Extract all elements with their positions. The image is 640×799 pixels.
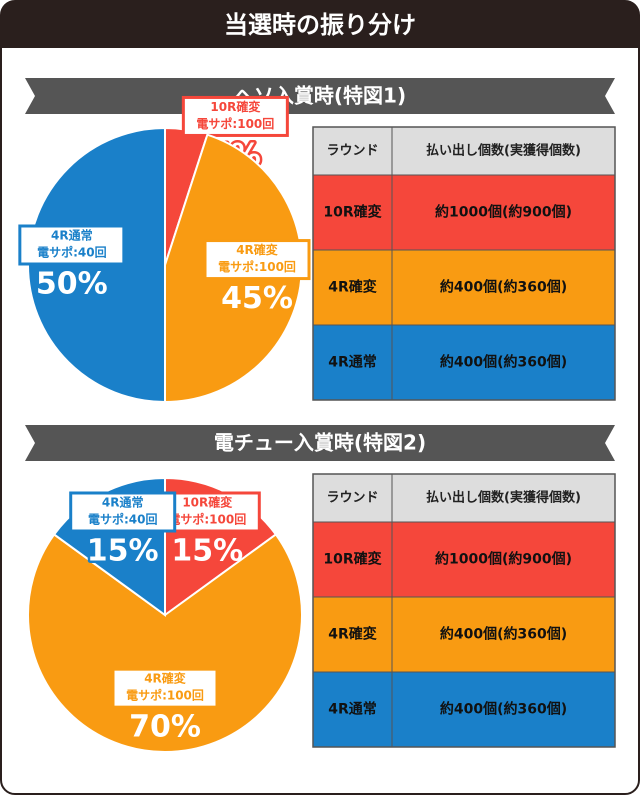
table-cell: 約400個(約360個): [440, 354, 567, 371]
value-label: 45%: [221, 281, 293, 316]
table-cell: 10R確変: [323, 204, 381, 221]
label-box: [203, 239, 311, 281]
table-row-bg: [313, 175, 615, 250]
table-cell: 10R確変: [323, 551, 381, 568]
table-row-bg: [313, 250, 615, 325]
label-box: [111, 667, 219, 709]
slice-support: 電サポ:100回: [126, 688, 204, 703]
table-row-bg: [313, 522, 615, 597]
table-row-bg: [313, 597, 615, 672]
value-label: 50%: [36, 267, 108, 302]
table-border: [312, 126, 616, 401]
slice-label: 4R通常: [51, 228, 93, 243]
table-cell: 約1000個(約900個): [435, 551, 572, 568]
value-label: 70%: [129, 710, 201, 745]
label-box: [181, 95, 289, 137]
table-header: 払い出し個数(実獲得個数): [426, 490, 581, 506]
table-header: ラウンド: [326, 144, 378, 159]
slice-label: 4R確変: [236, 242, 279, 257]
slice-support: 電サポ:100回: [218, 259, 296, 274]
table-header: 払い出し個数(実獲得個数): [426, 143, 581, 159]
value-label: 15%: [87, 533, 159, 568]
table-row-bg: [313, 325, 615, 400]
table-cell: 4R確変: [328, 626, 377, 643]
section-banner: [25, 425, 615, 461]
table-border: [312, 473, 616, 748]
section-title: 電チュー入賞時(特図2): [214, 431, 426, 455]
slice-label: 4R通常: [102, 494, 144, 509]
table-header-bg: [313, 127, 615, 175]
value-label: 15%: [171, 533, 243, 568]
slice-label: 4R確変: [144, 671, 187, 686]
page-title: 当選時の振り分け: [224, 11, 416, 39]
slice-label: 10R確変: [210, 99, 261, 114]
label-box: [69, 491, 177, 533]
table-cell: 4R通常: [328, 354, 377, 371]
table-cell: 約400個(約360個): [440, 701, 567, 718]
header-bar: [1, 1, 639, 48]
slice-support: 電サポ:40回: [88, 511, 158, 526]
table-cell: 4R確変: [328, 279, 377, 296]
table-header-bg: [313, 474, 615, 522]
table-row-bg: [313, 672, 615, 747]
table-cell: 約1000個(約900個): [435, 204, 572, 221]
slice-support: 電サポ:100回: [168, 511, 246, 526]
slice-support: 電サポ:40回: [37, 245, 107, 260]
table-cell: 約400個(約360個): [440, 626, 567, 643]
slice-support: 電サポ:100回: [196, 116, 274, 131]
table-cell: 4R通常: [328, 701, 377, 718]
table-header: ラウンド: [326, 491, 378, 506]
section-banner: [25, 78, 615, 114]
label-box: [18, 224, 126, 266]
pie-slice: [27, 533, 303, 753]
table-cell: 約400個(約360個): [440, 279, 567, 296]
slice-label: 10R確変: [182, 494, 233, 509]
